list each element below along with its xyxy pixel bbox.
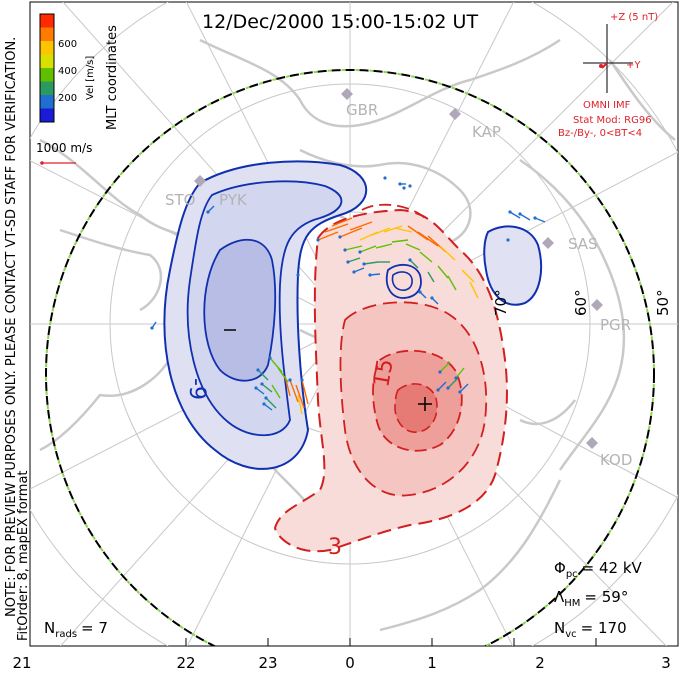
colorbar-tick-400: 400 — [58, 66, 77, 77]
contour-label-neg: -9 — [184, 378, 209, 400]
station-sas: SAS — [568, 235, 598, 253]
station-pyk: PYK — [219, 191, 248, 209]
latitude-labels: 70° 60° 50° — [492, 289, 672, 316]
colorbar-band — [40, 68, 54, 82]
positive-potential-cell — [273, 203, 508, 553]
station-sto: STO — [165, 191, 196, 209]
mlt-tick-23: 23 — [258, 654, 277, 672]
mlt-tick-1: 1 — [427, 654, 437, 672]
colorbar-band — [40, 27, 54, 42]
station-gbr: GBR — [346, 101, 378, 119]
stat-lambda-hm: ΛHM = 59° — [554, 588, 628, 609]
station-markers — [194, 88, 603, 449]
vector-scale-label: 1000 m/s — [36, 141, 92, 155]
imf-source-label: OMNI IMF — [583, 100, 631, 111]
colorbar-tick-200: 200 — [58, 93, 77, 104]
colorbar-band — [40, 14, 54, 28]
map-title: 12/Dec/2000 15:00-15:02 UT — [202, 11, 478, 33]
colorbar-band — [40, 81, 54, 96]
stat-phi-pc: Φpc = 42 kV — [554, 559, 643, 580]
mlt-tick-0: 0 — [345, 654, 355, 672]
imf-condition-label: Bz-/By-, 0<BT<4 — [558, 128, 642, 139]
station-kod: KOD — [600, 451, 632, 469]
mlt-tick-21: 21 — [12, 654, 31, 672]
lat-50-label: 50° — [654, 289, 672, 316]
imf-clock: +Z (5 nT) +Y OMNI IMF Stat Mod: RG96 Bz-… — [558, 12, 658, 139]
colorbar-label: Vel [m/s] — [85, 56, 96, 100]
stat-n-vc: Nvc = 170 — [554, 619, 627, 640]
station-pgr: PGR — [600, 316, 631, 334]
preview-note: NOTE: FOR PREVIEW PURPOSES ONLY. PLEASE … — [4, 37, 19, 617]
mlt-tick-2: 2 — [535, 654, 545, 672]
vector-scale-arrow — [40, 161, 76, 165]
lat-60-label: 60° — [572, 289, 590, 316]
colorbar-band — [40, 108, 54, 123]
heppner-maynard-boundary — [45, 69, 655, 646]
station-kap: KAP — [472, 123, 501, 141]
coord-system-label: MLT coordinates — [105, 25, 120, 130]
imf-z-label: +Z (5 nT) — [610, 12, 658, 23]
velocity-colorbar: 600 400 200 Vel [m/s] — [39, 13, 96, 123]
mlt-tick-3: 3 — [661, 654, 671, 672]
mlt-axis-ticks — [185, 638, 597, 646]
velocity-vectors — [151, 183, 546, 415]
stat-n-rads: Nrads = 7 — [44, 619, 108, 640]
negative-potential-cell — [163, 160, 543, 470]
imf-y-label: +Y — [626, 60, 641, 71]
station-labels: GBR KAP STO PYK SAS PGR KOD — [165, 101, 632, 469]
vector-dots — [150, 176, 537, 406]
stat-model-label: Stat Mod: RG96 — [573, 115, 652, 126]
colorbar-tick-600: 600 — [58, 39, 77, 50]
lat-70-label: 70° — [492, 289, 510, 316]
fit-order-note: FitOrder: 8, mapEX format — [16, 470, 31, 641]
statistics: Φpc = 42 kV ΛHM = 59° Nvc = 170 Nrads = 7 — [44, 559, 643, 640]
colorbar-band — [40, 54, 54, 69]
mlt-axis-labels: 21 22 23 0 1 2 3 — [12, 654, 670, 672]
contour-label-3: 3 — [328, 535, 342, 560]
mlt-tick-22: 22 — [176, 654, 195, 672]
contour-label-15: 15 — [369, 357, 398, 389]
colorbar-band — [40, 95, 54, 109]
colorbar-band — [40, 41, 54, 55]
